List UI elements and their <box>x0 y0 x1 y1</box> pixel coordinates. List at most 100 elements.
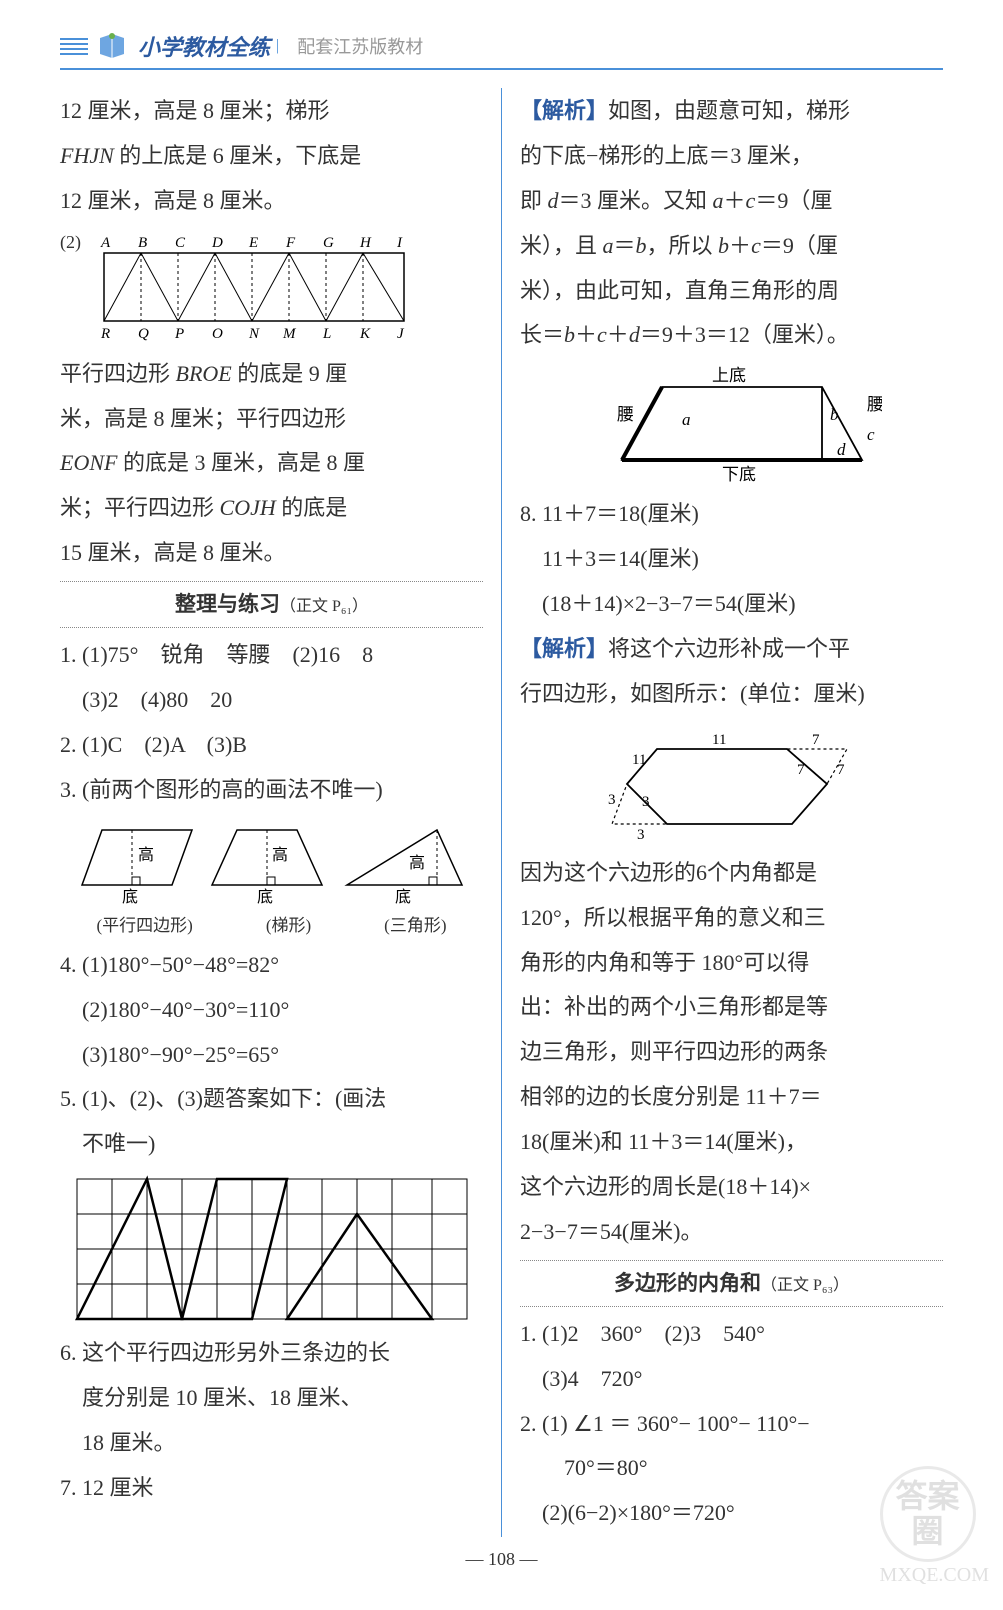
text-line: 边三角形，则平行四边形的两条 <box>520 1031 943 1074</box>
trapezoid-diagram: 上底 腰 a 腰 b c d 下底 <box>582 365 882 485</box>
svg-text:底: 底 <box>122 888 138 905</box>
svg-text:G: G <box>323 235 334 251</box>
answer-item: 1. (1)75° 锐角 等腰 (2)16 8 <box>60 634 483 677</box>
text-line: 15 厘米，高是 8 厘米。 <box>60 532 483 575</box>
svg-text:c: c <box>867 425 875 444</box>
text-line: 【解析】将这个六边形补成一个平 <box>520 628 943 671</box>
svg-text:D: D <box>211 235 223 251</box>
svg-text:Q: Q <box>138 326 149 342</box>
svg-text:N: N <box>248 326 260 342</box>
answer-item: 5. (1)、(2)、(3)题答案如下：(画法 <box>60 1078 483 1121</box>
answer-item: 6. 这个平行四边形另外三条边的长 <box>60 1332 483 1375</box>
svg-text:11: 11 <box>712 732 726 748</box>
svg-text:7: 7 <box>812 732 820 748</box>
svg-text:高: 高 <box>272 846 288 864</box>
text-line: 行四边形，如图所示：(单位：厘米) <box>520 673 943 716</box>
svg-text:下底: 下底 <box>722 465 756 484</box>
text-line: 120°，所以根据平角的意义和三 <box>520 897 943 940</box>
answer-item: (3)4 720° <box>520 1358 943 1401</box>
answer-item: 不唯一) <box>60 1123 483 1166</box>
shapes-diagram: 高底 高底 高底 <box>72 820 472 905</box>
svg-text:L: L <box>322 326 331 342</box>
svg-text:a: a <box>682 410 691 429</box>
svg-text:底: 底 <box>395 888 411 905</box>
diagram-label: (2) ABCDEFGHI RQPONMLKJ <box>60 225 483 351</box>
svg-text:b: b <box>830 405 839 424</box>
text-line: 即 d＝3 厘米。又知 a＋c＝9（厘 <box>520 180 943 223</box>
text-line: EONF 的底是 3 厘米，高是 8 厘 <box>60 442 483 485</box>
answer-item: 1. (1)2 360° (2)3 540° <box>520 1313 943 1356</box>
analysis-label: 【解析】 <box>520 636 608 661</box>
svg-text:上底: 上底 <box>712 366 746 385</box>
answer-item: (3)180°−90°−25°=65° <box>60 1034 483 1077</box>
svg-text:J: J <box>397 326 405 342</box>
text-line: 的下底−梯形的上底＝3 厘米， <box>520 135 943 178</box>
svg-text:高: 高 <box>138 846 154 864</box>
text-line: 米），由此可知，直角三角形的周 <box>520 270 943 313</box>
answer-item: (18＋14)×2−3−7＝54(厘米) <box>520 583 943 626</box>
shape-labels: (平行四边形)(梯形)(三角形) <box>60 909 483 942</box>
svg-text:7: 7 <box>797 762 805 778</box>
svg-text:7: 7 <box>837 762 845 778</box>
svg-text:O: O <box>212 326 223 342</box>
watermark: 答案圈 MXQE.COM <box>880 1466 989 1586</box>
svg-text:C: C <box>175 235 186 251</box>
section-title: 多边形的内角和（正文 P₆₃） <box>520 1260 943 1307</box>
svg-text:B: B <box>138 235 147 251</box>
answer-item: 8. 11＋7＝18(厘米) <box>520 493 943 536</box>
analysis-label: 【解析】 <box>520 98 608 123</box>
header-subtitle: 配套江苏版教材 <box>297 33 423 59</box>
grid-diagram <box>72 1174 472 1324</box>
text-line: 相邻的边的长度分别是 11＋7＝ <box>520 1076 943 1119</box>
text-line: 出：补出的两个小三角形都是等 <box>520 986 943 1029</box>
svg-text:H: H <box>359 235 372 251</box>
text-line: 米），且 a＝b，所以 b＋c＝9（厘 <box>520 225 943 268</box>
hexagon-diagram: 117 1177 33 3 <box>602 724 862 844</box>
book-icon <box>96 32 128 60</box>
answer-item: (2)180°−40°−30°=110° <box>60 989 483 1032</box>
svg-text:M: M <box>282 326 297 342</box>
svg-text:底: 底 <box>257 888 273 905</box>
text-line: 平行四边形 BROE 的底是 9 厘 <box>60 353 483 396</box>
answer-item: (3)2 (4)80 20 <box>60 679 483 722</box>
right-column: 【解析】如图，由题意可知，梯形 的下底−梯形的上底＝3 厘米， 即 d＝3 厘米… <box>502 88 943 1537</box>
text-line: 这个六边形的周长是(18＋14)× <box>520 1166 943 1209</box>
svg-text:高: 高 <box>409 854 425 872</box>
answer-item: 11＋3＝14(厘米) <box>520 538 943 581</box>
answer-item: 7. 12 厘米 <box>60 1467 483 1510</box>
svg-text:F: F <box>285 235 296 251</box>
svg-text:11: 11 <box>632 752 646 768</box>
answer-item: 3. (前两个图形的高的画法不唯一) <box>60 769 483 812</box>
answer-item: 18 厘米。 <box>60 1422 483 1465</box>
text-line: 角形的内角和等于 180°可以得 <box>520 942 943 985</box>
answer-item: 2. (1) ∠1 ＝ 360°− 100°− 110°− <box>520 1403 943 1446</box>
header-title: 小学教材全练 <box>138 30 270 62</box>
text-line: 12 厘米，高是 8 厘米。 <box>60 180 483 223</box>
parallelogram-diagram: ABCDEFGHI RQPONMLKJ <box>86 233 416 343</box>
svg-text:3: 3 <box>608 792 616 808</box>
text-line: 12 厘米，高是 8 厘米；梯形 <box>60 90 483 133</box>
text-line: 米，高是 8 厘米；平行四边形 <box>60 398 483 441</box>
svg-text:P: P <box>174 326 184 342</box>
answer-item: 度分别是 10 厘米、18 厘米、 <box>60 1377 483 1420</box>
text-line: 18(厘米)和 11＋3＝14(厘米)， <box>520 1121 943 1164</box>
svg-text:腰: 腰 <box>617 405 634 424</box>
text-line: FHJN 的上底是 6 厘米，下底是 <box>60 135 483 178</box>
page-header: 小学教材全练 | 配套江苏版教材 <box>60 30 943 70</box>
section-title: 整理与练习（正文 P₆₁） <box>60 581 483 628</box>
text-line: 【解析】如图，由题意可知，梯形 <box>520 90 943 133</box>
svg-text:K: K <box>359 326 371 342</box>
header-lines-icon <box>60 35 88 58</box>
svg-text:d: d <box>837 440 846 459</box>
answer-item: 4. (1)180°−50°−48°=82° <box>60 944 483 987</box>
text-line: 2−3−7＝54(厘米)。 <box>520 1211 943 1254</box>
text-line: 因为这个六边形的6个内角都是 <box>520 852 943 895</box>
svg-text:I: I <box>396 235 403 251</box>
answer-item: 2. (1)C (2)A (3)B <box>60 724 483 767</box>
text-line: 米；平行四边形 COJH 的底是 <box>60 487 483 530</box>
svg-text:腰: 腰 <box>867 395 882 414</box>
svg-text:A: A <box>100 235 111 251</box>
left-column: 12 厘米，高是 8 厘米；梯形 FHJN 的上底是 6 厘米，下底是 12 厘… <box>60 88 502 1537</box>
svg-text:E: E <box>248 235 258 251</box>
svg-text:3: 3 <box>642 794 650 810</box>
